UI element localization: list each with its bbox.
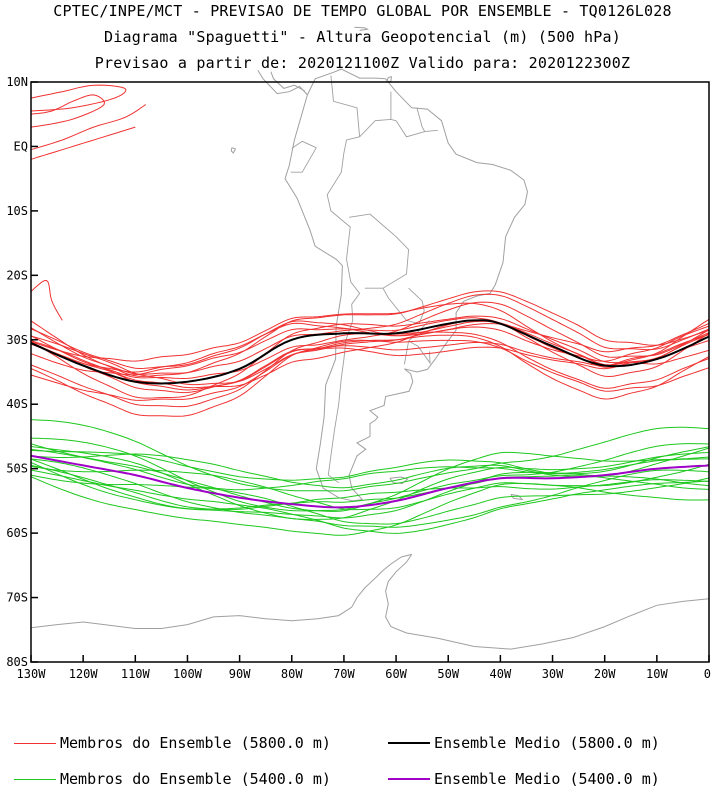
tropical-contour-4	[30, 126, 136, 160]
country-border-2	[326, 136, 360, 260]
member-5800-line-1	[30, 317, 710, 378]
member-5800-line-3	[30, 293, 710, 375]
member-5800-line-15	[30, 339, 710, 417]
lon-tick-label-10: 30W	[542, 667, 564, 681]
legend-label-mean-5800: Ensemble Medio (5800.0 m)	[434, 734, 660, 752]
member-5400-line-14	[30, 419, 710, 492]
coast-antarctic-peninsula-east	[385, 554, 710, 650]
country-border-12	[416, 107, 426, 132]
member-5400-line-5	[30, 446, 710, 481]
lon-tick-label-1: 120W	[69, 667, 99, 681]
lat-tick-label-7: 60S	[6, 526, 28, 540]
lon-tick-label-2: 110W	[121, 667, 151, 681]
lat-tick-label-6: 50S	[6, 462, 28, 476]
coastlines	[30, 26, 710, 650]
member-5400-line-10	[30, 458, 710, 528]
title-line-3: Previsao a partir de: 2020121100Z Valido…	[94, 54, 631, 72]
country-border-7	[408, 340, 431, 365]
country-border-6	[382, 287, 425, 325]
country-border-9	[395, 120, 438, 138]
country-border-11	[330, 75, 361, 137]
lat-tick-label-8: 70S	[6, 591, 28, 605]
coast-central-america	[257, 70, 308, 96]
title-line-2: Diagrama "Spaguetti" - Altura Geopotenci…	[104, 28, 621, 46]
legend-label-mean-5400: Ensemble Medio (5400.0 m)	[434, 770, 660, 788]
member-5800-line-14	[30, 301, 710, 380]
tropical-contour-1	[30, 94, 106, 128]
lat-tick-label-1: EQ	[14, 139, 28, 153]
lon-tick-label-9: 40W	[490, 667, 512, 681]
country-border-1	[327, 259, 361, 484]
map-frame	[30, 81, 710, 663]
member-5800-line-10	[30, 319, 710, 389]
member-5800-line-9	[30, 320, 710, 370]
lon-tick-label-6: 70W	[333, 667, 355, 681]
country-border-5	[349, 213, 410, 289]
coast-caribbean-1	[354, 26, 370, 31]
country-border-8	[403, 320, 430, 365]
members-5400-group	[30, 419, 710, 536]
member-5800-line-11	[30, 315, 710, 399]
ensemble-means-group	[30, 319, 710, 509]
lat-tick-label-3: 20S	[6, 268, 28, 282]
legend-label-member-5400: Membros do Ensemble (5400.0 m)	[60, 770, 331, 788]
lon-tick-label-5: 80W	[281, 667, 303, 681]
legend-swatch-mean-5800	[388, 742, 430, 744]
member-5800-line-5	[30, 320, 710, 373]
legend-swatch-member-5800	[14, 742, 56, 744]
legend-mean-5400: Ensemble Medio (5400.0 m)	[388, 770, 660, 788]
lon-tick-label-3: 100W	[173, 667, 203, 681]
member-5400-line-15	[30, 476, 709, 536]
tropical-contour-3	[30, 104, 146, 151]
legend-swatch-member-5400	[14, 778, 56, 780]
member-5800-line-7	[30, 290, 710, 377]
lon-tick-label-13: 0	[704, 667, 711, 681]
country-border-3	[291, 140, 317, 149]
member-5800-line-6	[30, 325, 710, 386]
lon-tick-label-11: 20W	[594, 667, 616, 681]
lon-tick-label-12: 10W	[646, 667, 668, 681]
coast-south-america	[284, 68, 529, 502]
member-5400-line-1	[30, 448, 710, 491]
member-5400-line-12	[30, 464, 710, 511]
coast-antarctic-peninsula	[30, 553, 412, 629]
coast-central-america-north	[270, 71, 306, 92]
member-5400-line-11	[30, 443, 710, 512]
coast-south-georgia	[510, 493, 524, 501]
lat-tick-label-4: 30S	[6, 333, 28, 347]
tropical-contour-5	[30, 279, 63, 321]
legend-label-member-5800: Membros do Ensemble (5800.0 m)	[60, 734, 331, 752]
member-5800-line-4	[30, 331, 710, 408]
legend-mean-5800: Ensemble Medio (5800.0 m)	[388, 734, 660, 752]
member-5800-line-13	[30, 340, 710, 394]
member-5400-line-2	[30, 474, 710, 525]
coast-caribbean-2	[385, 76, 392, 82]
coast-falklands	[389, 476, 409, 485]
lon-tick-label-4: 90W	[229, 667, 251, 681]
lon-tick-label-7: 60W	[385, 667, 407, 681]
lat-tick-label-0: 10N	[6, 75, 28, 89]
lon-tick-label-8: 50W	[437, 667, 459, 681]
legend-member-5400: Membros do Ensemble (5400.0 m)	[14, 770, 331, 788]
tropical-contour-2	[30, 84, 127, 112]
member-5400-line-13	[30, 463, 710, 511]
lon-tick-label-0: 130W	[17, 667, 47, 681]
member-5400-line-9	[30, 447, 710, 489]
lat-tick-label-5: 40S	[6, 397, 28, 411]
lat-tick-label-2: 10S	[6, 204, 28, 218]
legend-member-5800: Membros do Ensemble (5800.0 m)	[14, 734, 331, 752]
coast-galapagos	[230, 147, 237, 154]
title-line-1: CPTEC/INPE/MCT - PREVISAO DE TEMPO GLOBA…	[53, 2, 672, 20]
country-border-10	[359, 118, 397, 138]
country-border-4	[290, 147, 317, 173]
legend-swatch-mean-5400	[388, 778, 430, 780]
mean-5400-line	[30, 454, 710, 509]
member-5800-line-12	[30, 302, 710, 366]
lat-tick-label-9: 80S	[6, 655, 28, 669]
mean-5800-line	[30, 319, 710, 385]
